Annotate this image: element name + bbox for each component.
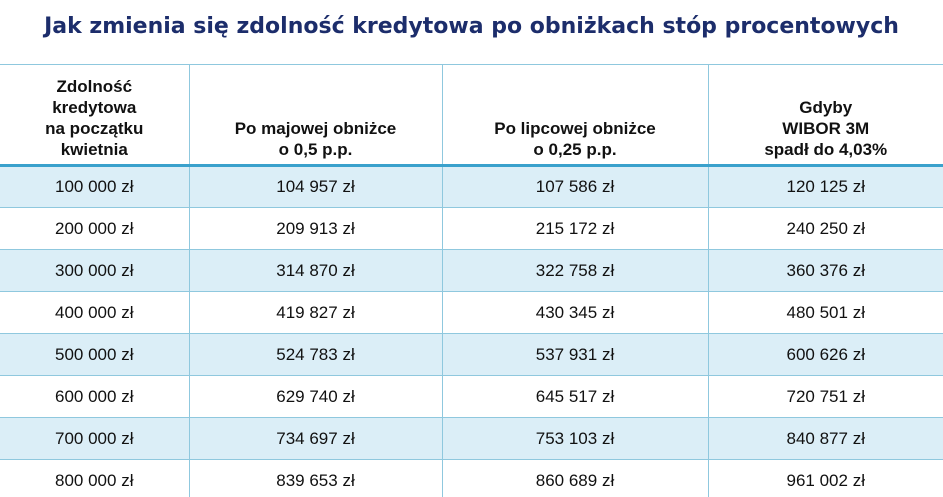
- column-header-wibor-scenario: Gdyby WIBOR 3M spadł do 4,03%: [707, 64, 943, 167]
- table-cell: 524 783 zł: [188, 333, 443, 376]
- table-cell: 840 877 zł: [707, 417, 943, 460]
- table-cell: 480 501 zł: [707, 291, 943, 334]
- column-header-initial-capacity: Zdolność kredytowa na początku kwietnia: [0, 64, 190, 167]
- header-line: Zdolność: [56, 77, 133, 96]
- table-cell: 720 751 zł: [707, 375, 943, 418]
- column-header-july-cut: Po lipcowej obniżce o 0,25 p.p.: [441, 64, 709, 167]
- page-title: Jak zmienia się zdolność kredytowa po ob…: [44, 14, 899, 39]
- table-cell: 314 870 zł: [188, 249, 443, 292]
- table-cell: 800 000 zł: [0, 459, 190, 497]
- header-line: o 0,5 p.p.: [278, 140, 353, 159]
- table-cell: 107 586 zł: [441, 165, 709, 208]
- table-row: 100 000 zł 104 957 zł 107 586 zł 120 125…: [0, 165, 943, 208]
- table-row: 500 000 zł 524 783 zł 537 931 zł 600 626…: [0, 333, 943, 376]
- credit-capacity-table: Zdolność kredytowa na początku kwietnia …: [0, 64, 943, 497]
- table-cell: 240 250 zł: [707, 207, 943, 250]
- table-cell: 860 689 zł: [441, 459, 709, 497]
- table-cell: 209 913 zł: [188, 207, 443, 250]
- table-row: 300 000 zł 314 870 zł 322 758 zł 360 376…: [0, 249, 943, 292]
- header-line: spadł do 4,03%: [764, 140, 888, 159]
- header-line: WIBOR 3M: [782, 119, 870, 138]
- table-cell: 200 000 zł: [0, 207, 190, 250]
- table-cell: 600 000 zł: [0, 375, 190, 418]
- table-cell: 430 345 zł: [441, 291, 709, 334]
- table-cell: 600 626 zł: [707, 333, 943, 376]
- table-row: 600 000 zł 629 740 zł 645 517 zł 720 751…: [0, 375, 943, 418]
- table-cell: 215 172 zł: [441, 207, 709, 250]
- header-line: Gdyby: [799, 98, 853, 117]
- header-row: Zdolność kredytowa na początku kwietnia …: [0, 64, 943, 167]
- table-cell: 500 000 zł: [0, 333, 190, 376]
- table-row: 200 000 zł 209 913 zł 215 172 zł 240 250…: [0, 207, 943, 250]
- table-cell: 300 000 zł: [0, 249, 190, 292]
- table-cell: 104 957 zł: [188, 165, 443, 208]
- table-cell: 537 931 zł: [441, 333, 709, 376]
- header-line: Po majowej obniżce: [234, 119, 397, 138]
- header-line: kredytowa: [52, 98, 137, 117]
- table-cell: 961 002 zł: [707, 459, 943, 497]
- table-cell: 360 376 zł: [707, 249, 943, 292]
- header-line: o 0,25 p.p.: [533, 140, 617, 159]
- table-row: 400 000 zł 419 827 zł 430 345 zł 480 501…: [0, 291, 943, 334]
- table-row: 800 000 zł 839 653 zł 860 689 zł 961 002…: [0, 459, 943, 497]
- column-header-may-cut: Po majowej obniżce o 0,5 p.p.: [188, 64, 443, 167]
- table-cell: 753 103 zł: [441, 417, 709, 460]
- table-cell: 629 740 zł: [188, 375, 443, 418]
- table-cell: 322 758 zł: [441, 249, 709, 292]
- table-cell: 100 000 zł: [0, 165, 190, 208]
- table-cell: 645 517 zł: [441, 375, 709, 418]
- table-cell: 734 697 zł: [188, 417, 443, 460]
- table-cell: 839 653 zł: [188, 459, 443, 497]
- table-cell: 419 827 zł: [188, 291, 443, 334]
- header-line: na początku: [45, 119, 144, 138]
- table-cell: 120 125 zł: [707, 165, 943, 208]
- table-cell: 400 000 zł: [0, 291, 190, 334]
- header-line: kwietnia: [60, 140, 128, 159]
- header-line: Po lipcowej obniżce: [494, 119, 656, 138]
- table-row: 700 000 zł 734 697 zł 753 103 zł 840 877…: [0, 417, 943, 460]
- table-cell: 700 000 zł: [0, 417, 190, 460]
